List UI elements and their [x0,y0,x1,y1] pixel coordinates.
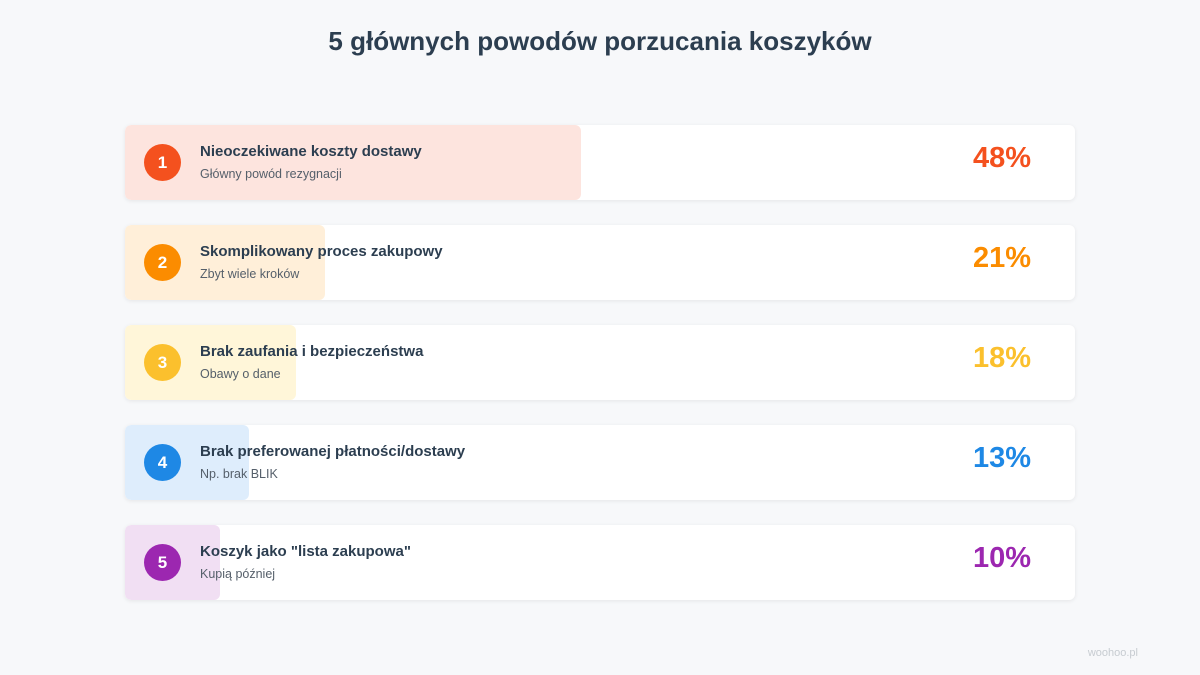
rank-badge: 2 [144,244,181,281]
reason-subtitle: Zbyt wiele kroków [200,267,300,281]
reason-label: Nieoczekiwane koszty dostawy [200,143,422,160]
bar-row-5: 5 Koszyk jako "lista zakupowa" Kupią póź… [125,525,1075,600]
bar-row-3: 3 Brak zaufania i bezpieczeństwa Obawy o… [125,325,1075,400]
rank-badge: 3 [144,344,181,381]
source-watermark: woohoo.pl [1087,647,1138,659]
reason-label: Brak preferowanej płatności/dostawy [200,443,466,460]
bar-row-2: 2 Skomplikowany proces zakupowy Zbyt wie… [125,225,1075,300]
reason-subtitle: Np. brak BLIK [200,467,278,481]
value-label: 10% [972,542,1031,574]
rank-badge: 4 [144,444,181,481]
rank-badge: 5 [144,544,181,581]
value-label: 18% [972,342,1031,374]
rank-badge: 1 [144,144,181,181]
bar-row-1: 1 Nieoczekiwane koszty dostawy Główny po… [125,125,1075,200]
bar-fill [125,125,581,200]
reason-label: Skomplikowany proces zakupowy [200,243,443,260]
value-label: 13% [972,442,1031,474]
reason-subtitle: Kupią później [200,567,276,581]
value-label: 21% [972,242,1031,274]
chart-title: 5 głównych powodów porzucania koszyków [328,26,872,56]
reason-subtitle: Główny powód rezygnacji [200,167,342,181]
reason-label: Brak zaufania i bezpieczeństwa [200,343,424,360]
reason-label: Koszyk jako "lista zakupowa" [200,543,411,560]
value-label: 48% [972,142,1031,174]
reason-bars: 1 Nieoczekiwane koszty dostawy Główny po… [125,125,1075,625]
reason-subtitle: Obawy o dane [200,367,281,381]
bar-row-4: 4 Brak preferowanej płatności/dostawy Np… [125,425,1075,500]
